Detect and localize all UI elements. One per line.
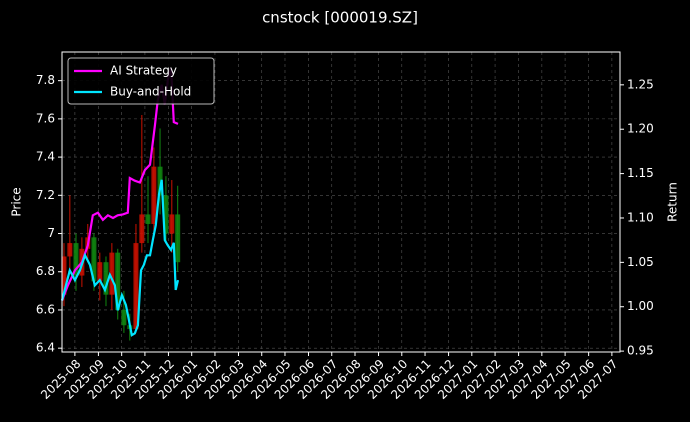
- candle-body: [175, 214, 181, 263]
- candle-body: [169, 214, 175, 234]
- legend-label: Buy-and-Hold: [110, 85, 191, 99]
- y2-tick-label: 0.95: [627, 344, 654, 358]
- y-tick-label: 7: [47, 226, 55, 240]
- y2-tick-label: 1.25: [627, 77, 654, 91]
- candle-body: [73, 243, 79, 276]
- y-tick-label: 6.6: [36, 302, 55, 316]
- candle-body: [139, 214, 145, 244]
- candle-body: [97, 262, 103, 282]
- y-tick-label: 7.2: [36, 188, 55, 202]
- line-series: [60, 179, 180, 337]
- candle-body: [115, 252, 121, 310]
- y2-tick-label: 1.05: [627, 255, 654, 269]
- y2-tick-label: 1.20: [627, 122, 654, 136]
- candle-body: [133, 243, 139, 330]
- y-tick-label: 7.4: [36, 150, 55, 164]
- y-tick-label: 7.6: [36, 111, 55, 125]
- candle-body: [91, 237, 97, 282]
- y2-tick-label: 1.10: [627, 210, 654, 224]
- candle-body: [145, 214, 151, 224]
- y-tick-label: 6.4: [36, 341, 55, 355]
- candle-body: [163, 195, 169, 234]
- legend-label: AI Strategy: [110, 64, 177, 78]
- y2-tick-label: 1.15: [627, 166, 654, 180]
- candle-body: [109, 252, 115, 295]
- legend: AI Strategy Buy-and-Hold: [67, 57, 215, 105]
- plot-frame: [61, 51, 621, 353]
- candle-body: [61, 256, 67, 295]
- y-tick-label: 6.8: [36, 264, 55, 278]
- y2-tick-label: 1.00: [627, 299, 654, 313]
- chart-title: cnstock [000019.SZ]: [262, 9, 418, 27]
- legend-box: [67, 57, 215, 105]
- candle-body: [103, 262, 109, 295]
- candle-body: [157, 166, 163, 196]
- y2-axis-label: Return: [666, 182, 680, 222]
- candle-body: [151, 166, 157, 224]
- candle-body: [67, 243, 73, 257]
- y-tick-label: 7.8: [36, 73, 55, 87]
- y-axis-label: Price: [10, 187, 24, 216]
- candle-body: [121, 309, 127, 326]
